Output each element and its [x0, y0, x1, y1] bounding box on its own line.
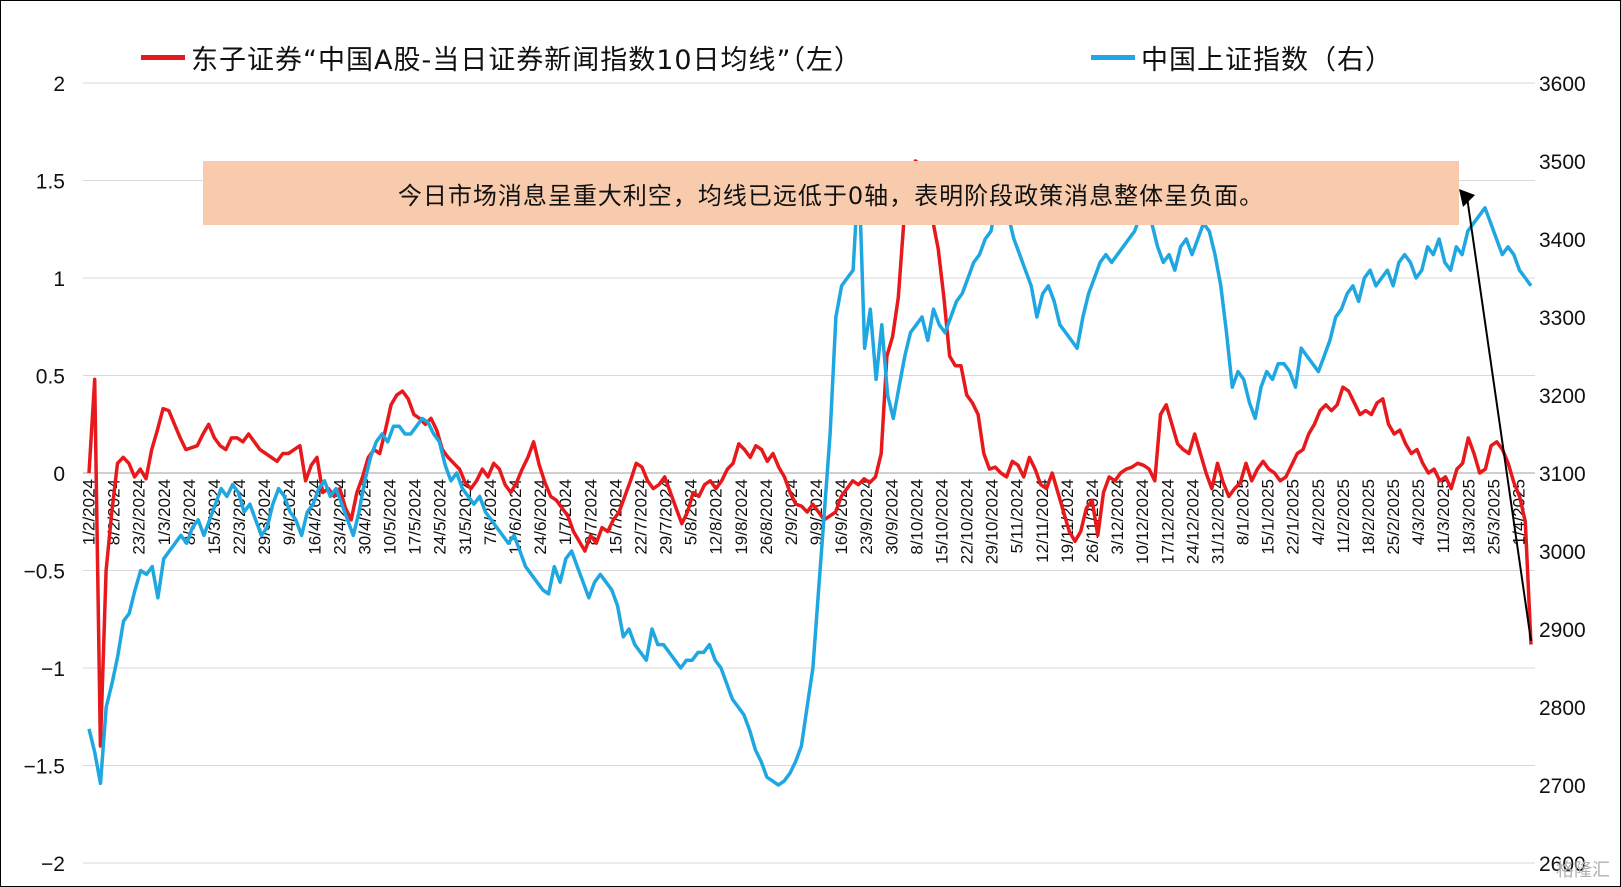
x-tick-label: 5/11/2024 — [1008, 479, 1027, 553]
y-right-tick-label: 2900 — [1539, 619, 1586, 642]
series-line-news-index — [87, 159, 1533, 748]
x-tick-label: 17/5/2024 — [406, 479, 425, 555]
y-left-tick-label: 2 — [53, 73, 65, 96]
x-tick-label: 15/10/2024 — [932, 479, 951, 564]
x-tick-label: 26/11/2024 — [1083, 479, 1102, 563]
legend-entry-shanghai-index: 中国上证指数（右） — [1091, 37, 1393, 77]
y-left-tick-label: 1.5 — [36, 171, 65, 194]
x-tick-label: 29/7/2024 — [657, 479, 676, 555]
y-right-tick-label: 3100 — [1539, 463, 1586, 486]
x-tick-label: 22/10/2024 — [958, 479, 977, 564]
x-tick-label: 24/6/2024 — [531, 479, 550, 555]
x-tick-label: 2/9/2024 — [782, 479, 801, 545]
x-tick-label: 15/1/2025 — [1259, 479, 1278, 555]
y-left-tick-label: 0 — [53, 463, 65, 486]
y-right-tick-label: 3300 — [1539, 307, 1586, 330]
x-tick-label: 5/8/2024 — [682, 479, 701, 545]
x-tick-label: 29/10/2024 — [983, 479, 1002, 564]
x-tick-label: 4/2/2025 — [1309, 479, 1328, 545]
y-right-tick-label: 2800 — [1539, 697, 1586, 720]
x-tick-label: 17/12/2024 — [1158, 479, 1177, 564]
x-tick-label: 25/3/2025 — [1484, 479, 1503, 555]
x-tick-label: 17/6/2024 — [506, 479, 525, 555]
x-tick-label: 11/2/2025 — [1334, 479, 1353, 553]
x-tick-label: 22/1/2025 — [1284, 479, 1303, 555]
x-tick-label: 25/2/2025 — [1384, 479, 1403, 555]
y-right-tick-label: 3500 — [1539, 151, 1586, 174]
annotation-arrow-head — [1459, 189, 1475, 207]
x-tick-label: 8/10/2024 — [907, 479, 926, 555]
x-tick-label: 18/3/2025 — [1459, 479, 1478, 555]
x-tick-label: 18/2/2025 — [1359, 479, 1378, 555]
x-tick-label: 8/1/2025 — [1234, 479, 1253, 545]
y-left-tick-label: −0.5 — [24, 561, 65, 584]
x-tick-label: 1/2/2024 — [80, 479, 99, 545]
x-tick-label: 3/12/2024 — [1108, 479, 1127, 555]
x-tick-label: 7/6/2024 — [481, 479, 500, 545]
annotation-arrow-line — [1466, 196, 1532, 642]
x-tick-label: 31/12/2024 — [1208, 479, 1227, 564]
legend-swatch-shanghai-index — [1091, 54, 1135, 60]
legend-label-news-index: 东子证券“中国A股-当日证券新闻指数10日均线”（左） — [191, 44, 863, 76]
watermark-logo: 格隆汇 — [1556, 860, 1610, 881]
x-tick-label: 24/5/2024 — [431, 479, 450, 555]
y-left-tick-label: −1 — [41, 658, 65, 681]
y-left-tick-label: −2 — [41, 853, 65, 876]
series-line-shanghai-index — [87, 167, 1533, 787]
legend-entry-news-index: 东子证券“中国A股-当日证券新闻指数10日均线”（左） — [141, 37, 862, 77]
y-left-tick-label: 1 — [53, 268, 65, 291]
x-tick-label: 10/5/2024 — [381, 479, 400, 555]
x-tick-label: 19/8/2024 — [732, 479, 751, 555]
annotation-text: 今日市场消息呈重大利空，均线已远低于0轴，表明阶段政策消息整体呈负面。 — [397, 181, 1265, 210]
y-left-tick-label: 0.5 — [36, 366, 65, 389]
y-right-tick-label: 3200 — [1539, 385, 1586, 408]
x-tick-label: 23/4/2024 — [330, 479, 349, 555]
x-tick-label: 23/2/2024 — [130, 479, 149, 555]
y-right-tick-label: 3000 — [1539, 541, 1586, 564]
legend-swatch-news-index — [141, 54, 185, 60]
x-tick-label: 16/9/2024 — [832, 479, 851, 555]
x-tick-label: 12/8/2024 — [707, 479, 726, 555]
x-tick-label: 16/4/2024 — [305, 479, 324, 555]
x-tick-label: 4/3/2025 — [1409, 479, 1428, 545]
y-right-tick-label: 3600 — [1539, 73, 1586, 96]
x-tick-label: 30/9/2024 — [882, 479, 901, 555]
x-tick-label: 8/7/2024 — [581, 479, 600, 545]
x-tick-label: 12/11/2024 — [1033, 479, 1052, 563]
annotation-box: 今日市场消息呈重大利空，均线已远低于0轴，表明阶段政策消息整体呈负面。 — [203, 161, 1459, 225]
y-right-tick-label: 2600 — [1539, 853, 1586, 876]
x-tick-label: 11/3/2025 — [1434, 479, 1453, 553]
x-tick-label: 1/3/2024 — [155, 479, 174, 545]
x-tick-label: 24/12/2024 — [1183, 479, 1202, 564]
legend-label-shanghai-index: 中国上证指数（右） — [1141, 44, 1393, 76]
y-right-tick-label: 3400 — [1539, 229, 1586, 252]
x-tick-label: 22/7/2024 — [631, 479, 650, 555]
x-tick-label: 23/9/2024 — [857, 479, 876, 555]
x-tick-label: 8/3/2024 — [180, 479, 199, 545]
y-right-tick-label: 2700 — [1539, 775, 1586, 798]
x-tick-label: 26/8/2024 — [757, 479, 776, 555]
x-tick-label: 10/12/2024 — [1133, 479, 1152, 564]
x-tick-label: 22/3/2024 — [230, 479, 249, 555]
y-left-tick-label: −1.5 — [24, 756, 65, 779]
